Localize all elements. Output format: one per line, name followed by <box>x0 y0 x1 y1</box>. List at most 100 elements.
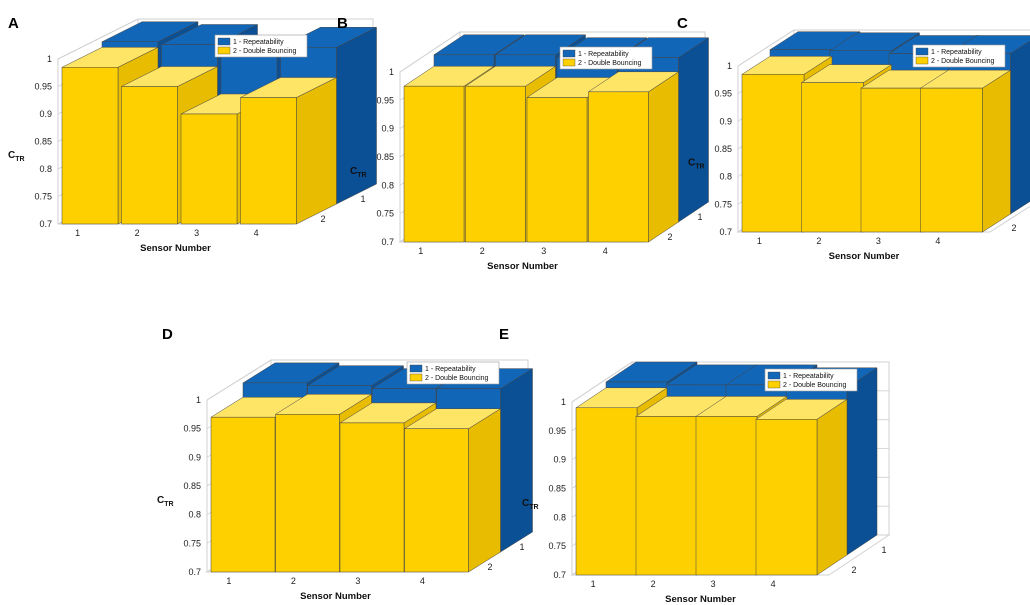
x-tick-label: 2 <box>480 246 485 256</box>
x-tick-label: 3 <box>876 236 881 246</box>
legend-entry: 1 - Repeatability <box>233 39 284 46</box>
y-tick-label: 0.75 <box>376 209 394 219</box>
bar-repeatability-side <box>500 368 533 553</box>
legend-swatch <box>217 46 231 55</box>
chart-panel-e: 0.7 0.75 0.8 0.85 0.9 0.95 1 1 2 3 4 2 1 Sensor Numbe… <box>499 326 891 605</box>
legend-entry: 1 - Repeatability <box>425 366 476 373</box>
y-tick-label: 0.75 <box>548 541 566 551</box>
bar-double-bouncing-front <box>465 85 526 243</box>
bar-double-bouncing-front <box>741 74 805 233</box>
chart-panel-a: 0.7 0.75 0.8 0.85 0.9 0.95 1 1 2 3 4 2 1 Sensor Numbe… <box>8 15 377 254</box>
x-axis-label: Sensor Number <box>829 251 900 262</box>
bar-double-bouncing-front <box>588 91 649 243</box>
depth-tick-label: 2 <box>487 562 492 572</box>
gridline <box>571 361 889 403</box>
y-tick-label: 0.7 <box>553 570 566 580</box>
y-tick-label: 0.7 <box>719 227 732 237</box>
bar-repeatability-side <box>1010 40 1030 215</box>
y-tick-label: 0.85 <box>183 481 201 491</box>
x-axis-label: Sensor Number <box>665 594 736 605</box>
x-tick-label: 4 <box>254 228 259 238</box>
legend-swatch <box>915 56 929 65</box>
legend: 1 - Repeatability 2 - Double Bouncing <box>764 368 858 392</box>
x-axis-label: Sensor Number <box>300 591 371 602</box>
y-tick-label: 0.9 <box>188 452 201 462</box>
panel-label: E <box>499 326 509 343</box>
legend-entry: 2 - Double Bouncing <box>233 48 297 55</box>
bar-repeatability-side <box>678 37 709 223</box>
x-axis-label: Sensor Number <box>487 261 558 272</box>
legend-swatch <box>562 58 576 67</box>
bar-double-bouncing-front <box>403 85 465 243</box>
y-axis-label-sub: TR <box>695 164 704 171</box>
y-tick-label: 0.75 <box>714 199 732 209</box>
bar-double-bouncing-4 <box>240 77 337 225</box>
x-tick-label: 2 <box>291 576 296 586</box>
x-tick-label: 1 <box>757 236 762 246</box>
y-axis-label: CTR <box>8 150 25 163</box>
legend-entry: 1 - Repeatability <box>783 373 834 380</box>
bar-double-bouncing-side <box>816 398 848 576</box>
depth-tick-label: 1 <box>519 542 524 552</box>
x-tick-label: 4 <box>420 576 425 586</box>
y-tick-label: 0.95 <box>714 89 732 99</box>
depth-tick-label: 1 <box>360 194 365 204</box>
x-tick-label: 4 <box>603 246 608 256</box>
legend: 1 - Repeatability 2 - Double Bouncing <box>559 46 653 70</box>
y-tick-label: 0.8 <box>39 164 52 174</box>
y-tick-label: 0.95 <box>548 426 566 436</box>
y-axis-label-sub: TR <box>15 156 24 163</box>
bar-double-bouncing-front <box>404 428 469 573</box>
legend-swatch <box>409 373 423 382</box>
bar-double-bouncing-front <box>920 87 983 233</box>
y-tick-label: 1 <box>47 54 52 64</box>
x-tick-label: 2 <box>816 236 821 246</box>
y-tick-label: 0.95 <box>34 82 52 92</box>
gridline <box>206 359 528 401</box>
gridline <box>737 29 1030 67</box>
bar-repeatability-side <box>846 367 878 556</box>
x-tick-label: 4 <box>935 236 940 246</box>
bar-double-bouncing-side <box>296 77 337 225</box>
y-tick-label: 0.95 <box>183 424 201 434</box>
y-tick-label: 0.9 <box>381 124 394 134</box>
panel-label: D <box>162 326 173 343</box>
legend-entry: 2 - Double Bouncing <box>783 382 847 389</box>
x-axis-label: Sensor Number <box>140 243 211 254</box>
y-tick-label: 0.75 <box>34 192 52 202</box>
bar-double-bouncing-4 <box>403 408 502 573</box>
legend-swatch <box>767 380 781 389</box>
bar-double-bouncing-front <box>755 419 818 576</box>
legend-swatch <box>915 47 929 56</box>
chart-panel-c: 0.7 0.75 0.8 0.85 0.9 0.95 1 1 2 3 4 2 1 Sensor Numbe… <box>677 15 1030 262</box>
x-tick-label: 4 <box>771 579 776 589</box>
x-tick-label: 1 <box>226 576 231 586</box>
legend-entry: 2 - Double Bouncing <box>931 58 995 65</box>
gridline <box>57 18 373 60</box>
y-tick-label: 1 <box>561 397 566 407</box>
depth-tick-label: 2 <box>1011 223 1016 233</box>
bar-double-bouncing-side <box>648 71 679 243</box>
x-tick-label: 1 <box>75 228 80 238</box>
bar-double-bouncing-side <box>982 69 1011 233</box>
bar-double-bouncing-front <box>860 87 924 233</box>
legend-entry: 1 - Repeatability <box>931 49 982 56</box>
bar-double-bouncing-front <box>635 416 698 576</box>
y-tick-label: 0.9 <box>553 455 566 465</box>
bar-double-bouncing-front <box>526 97 588 243</box>
panel-label: A <box>8 15 19 32</box>
y-tick-label: 0.8 <box>381 180 394 190</box>
y-axis-label-sub: TR <box>529 504 538 511</box>
depth-tick-label: 2 <box>320 214 325 224</box>
legend-swatch <box>217 37 231 46</box>
legend-swatch <box>562 49 576 58</box>
x-tick-label: 1 <box>418 246 423 256</box>
y-tick-label: 0.75 <box>183 538 201 548</box>
bar-double-bouncing-front <box>240 97 297 225</box>
legend-box <box>214 34 308 58</box>
y-tick-label: 1 <box>389 67 394 77</box>
bar-double-bouncing-4 <box>919 69 1012 233</box>
y-tick-label: 1 <box>196 395 201 405</box>
bar-double-bouncing-front <box>695 416 758 576</box>
y-tick-label: 0.85 <box>376 152 394 162</box>
